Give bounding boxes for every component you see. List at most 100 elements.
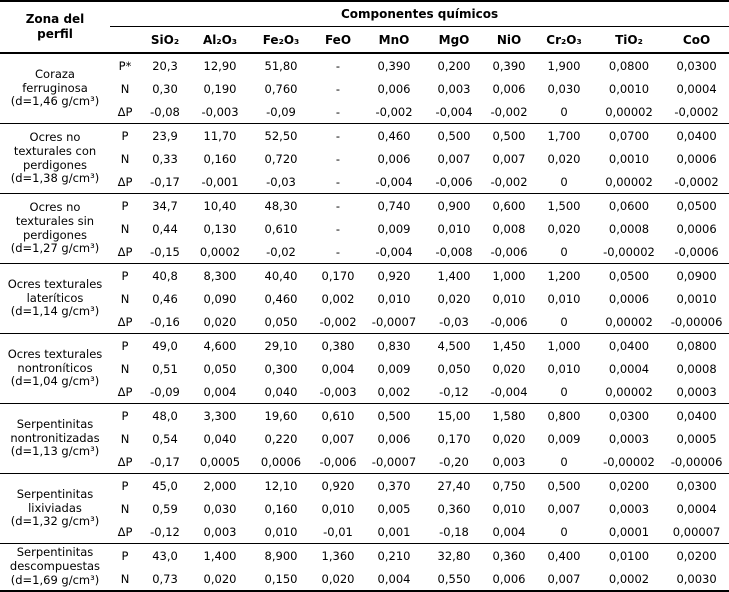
value-cell: 0,0300 [608, 408, 650, 423]
value-cell: 19,60 [264, 408, 298, 423]
table-row: Serpentinitas descompuestas (d=1,69 g/cm³… [0, 544, 729, 586]
zone-density: (d=1,46 g/cm³) [10, 94, 100, 109]
value-cell: 0,610 [264, 221, 298, 236]
value-cell: 0,460 [264, 291, 298, 306]
value-cell: -0,006 [490, 244, 528, 259]
zone-density: (d=1,14 g/cm³) [10, 304, 100, 319]
value-cell: 0,500 [377, 408, 411, 423]
value-cell: 0,0500 [676, 198, 717, 213]
value-cell: 0 [560, 174, 568, 189]
value-cell: 0,740 [377, 198, 411, 213]
value-cell: 0,0200 [676, 548, 717, 563]
table-row: N 0,44 0,130 0,610 - 0,009 0,010 0,008 0,020 0,00… [0, 217, 729, 240]
value-cell: 1,200 [547, 268, 581, 283]
value-cell: 11,70 [203, 128, 237, 143]
zone-cell: Serpentinitas nontronitizadas (d=1,13 g/c… [0, 404, 110, 474]
phase-label: P [121, 478, 129, 493]
value-cell: 0,760 [264, 81, 298, 96]
column-header: MnO [378, 32, 410, 47]
zone-name: Ocres no texturales sin perdigones [15, 199, 95, 242]
value-cell: 0,003 [492, 454, 526, 469]
value-cell: 0,010 [492, 291, 526, 306]
zone-column-header-label: Zona del perfil [25, 12, 85, 41]
value-cell: 0,0800 [676, 338, 717, 353]
value-cell: 40,8 [152, 268, 178, 283]
value-cell: 0,030 [203, 501, 237, 516]
zone-group: Ocres no texturales con perdigones (d=1,3… [0, 123, 729, 194]
table-row: Ocres texturales lateríticos (d=1,14 g/cm… [0, 264, 729, 319]
value-cell: 0,800 [547, 408, 581, 423]
value-cell: 0,009 [547, 431, 581, 446]
value-cell: 0,020 [203, 571, 237, 586]
value-cell: 0,090 [203, 291, 237, 306]
table-row: Serpentinitas lixiviadas (d=1,32 g/cm³) P 4… [0, 474, 729, 529]
value-cell: 0,44 [152, 221, 178, 236]
value-cell: 32,80 [437, 548, 471, 563]
value-cell: -0,03 [266, 174, 296, 189]
phase-label: N [120, 81, 130, 96]
value-cell: 0,050 [264, 314, 298, 329]
value-cell: 0,004 [377, 571, 411, 586]
phase-label: N [120, 501, 130, 516]
value-cell: -0,17 [150, 454, 180, 469]
value-cell: 23,9 [152, 128, 178, 143]
zone-cell: Coraza ferruginosa (d=1,46 g/cm³) [0, 53, 110, 124]
value-cell: 0,00002 [605, 174, 653, 189]
value-cell: -0,09 [150, 384, 180, 399]
table-row: N 0,73 0,020 0,150 0,020 0,004 0,550 0,006 0,007… [0, 567, 729, 591]
value-cell: 0,0004 [676, 501, 717, 516]
value-cell: -0,008 [435, 244, 473, 259]
value-cell: 0,020 [492, 361, 526, 376]
value-cell: 0,360 [492, 548, 526, 563]
zone-group: Ocres texturales nontroníticos (d=1,04 g/… [0, 333, 729, 404]
value-cell: - [335, 128, 341, 143]
value-cell: 0,004 [203, 384, 237, 399]
value-cell: 1,500 [547, 198, 581, 213]
value-cell: 0,920 [377, 268, 411, 283]
zone-name: Serpentinitas nontronitizadas [10, 416, 100, 445]
value-cell: -0,002 [490, 104, 528, 119]
value-cell: 0,220 [264, 431, 298, 446]
value-cell: 0 [560, 384, 568, 399]
column-header: MgO [438, 32, 470, 47]
phase-label: N [120, 571, 130, 586]
value-cell: 1,000 [547, 338, 581, 353]
value-cell: 45,0 [152, 478, 178, 493]
value-cell: 0,00002 [605, 104, 653, 119]
value-cell: -0,17 [150, 174, 180, 189]
value-cell: 0,020 [492, 431, 526, 446]
value-cell: 0,0400 [676, 128, 717, 143]
value-cell: -0,004 [375, 174, 413, 189]
value-cell: 0,150 [264, 571, 298, 586]
value-cell: -0,006 [435, 174, 473, 189]
value-cell: 20,3 [152, 58, 178, 73]
value-cell: 0,0001 [608, 524, 650, 539]
value-cell: 0,0005 [676, 431, 717, 446]
value-cell: -0,002 [319, 314, 357, 329]
table-row: N 0,54 0,040 0,220 0,007 0,006 0,170 0,020 0,009… [0, 427, 729, 450]
value-cell: 0 [560, 314, 568, 329]
value-cell: 1,000 [492, 268, 526, 283]
value-cell: 0,370 [377, 478, 411, 493]
value-cell: 1,700 [547, 128, 581, 143]
value-cell: 0,0004 [676, 81, 717, 96]
value-cell: 29,10 [264, 338, 298, 353]
zone-cell: Serpentinitas lixiviadas (d=1,32 g/cm³) [0, 474, 110, 544]
value-cell: 0,550 [437, 571, 471, 586]
column-header: Fe₂O₃ [262, 32, 300, 47]
value-cell: 0,0200 [608, 478, 650, 493]
zone-cell: Ocres texturales lateríticos (d=1,14 g/cm… [0, 264, 110, 334]
value-cell: 0,0900 [676, 268, 717, 283]
value-cell: 0,0005 [199, 454, 241, 469]
value-cell: 10,40 [203, 198, 237, 213]
table-row: ΔP -0,17 0,0005 0,0006 -0,006 -0,0007 -0,20 0,0… [0, 450, 729, 474]
value-cell: 4,500 [437, 338, 471, 353]
phase-label: N [120, 291, 130, 306]
zone-cell: Ocres texturales nontroníticos (d=1,04 g/… [0, 334, 110, 404]
zone-cell: Ocres no texturales sin perdigones (d=1,2… [0, 194, 110, 264]
value-cell: 52,50 [264, 128, 298, 143]
zone-group: Ocres texturales lateríticos (d=1,14 g/cm… [0, 263, 729, 334]
value-cell: 0,010 [377, 291, 411, 306]
value-cell: 8,300 [203, 268, 237, 283]
phase-label: P [121, 198, 129, 213]
